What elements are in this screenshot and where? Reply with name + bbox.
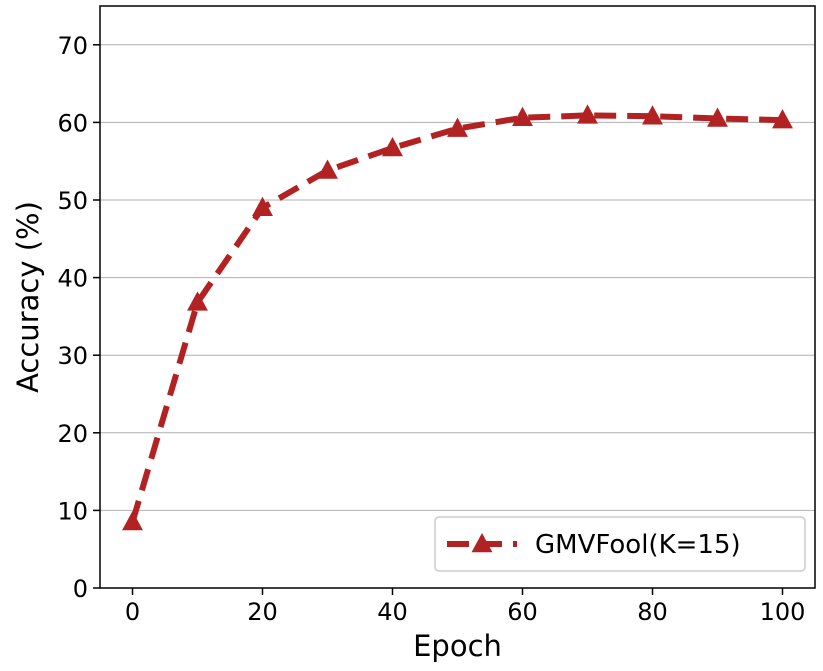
data-point-triangle <box>447 117 468 137</box>
x-tick-label: 80 <box>637 598 668 626</box>
data-point-triangle <box>187 291 208 311</box>
data-point-triangle <box>512 106 533 126</box>
legend-label: GMVFool(K=15) <box>535 530 741 560</box>
x-tick-label: 60 <box>507 598 538 626</box>
data-point-triangle <box>382 137 403 157</box>
y-tick-label: 30 <box>57 342 88 370</box>
data-point-triangle <box>642 105 663 125</box>
data-point-triangle <box>577 104 598 124</box>
x-tick-label: 0 <box>125 598 140 626</box>
x-tick-label: 20 <box>247 598 278 626</box>
x-axis-label: Epoch <box>413 629 502 663</box>
y-tick-label: 60 <box>57 109 88 137</box>
y-tick-label: 10 <box>57 497 88 525</box>
x-axis-ticks: 0 20 40 60 80 100 <box>125 588 806 626</box>
legend-box <box>434 516 806 572</box>
y-axis-label: Accuracy (%) <box>11 201 45 393</box>
y-tick-label: 70 <box>57 32 88 60</box>
series-layer <box>122 104 793 531</box>
y-tick-label: 50 <box>57 187 88 215</box>
data-point-triangle <box>317 159 338 179</box>
y-tick-label: 0 <box>73 575 88 603</box>
y-axis-ticks: 0 10 20 30 40 50 60 70 <box>57 32 100 603</box>
data-point-triangle <box>122 511 143 531</box>
x-tick-label: 40 <box>377 598 408 626</box>
gridlines <box>100 44 815 511</box>
plot-frame <box>99 5 816 589</box>
data-point-triangle <box>252 196 273 217</box>
data-point-triangle <box>707 107 728 127</box>
series-line <box>129 112 783 523</box>
legend: GMVFool(K=15) <box>434 516 806 572</box>
legend-triangle-marker <box>471 533 493 553</box>
data-point-triangle <box>772 109 793 129</box>
y-tick-label: 40 <box>57 265 88 293</box>
y-tick-label: 20 <box>57 420 88 448</box>
x-tick-label: 100 <box>760 598 806 626</box>
